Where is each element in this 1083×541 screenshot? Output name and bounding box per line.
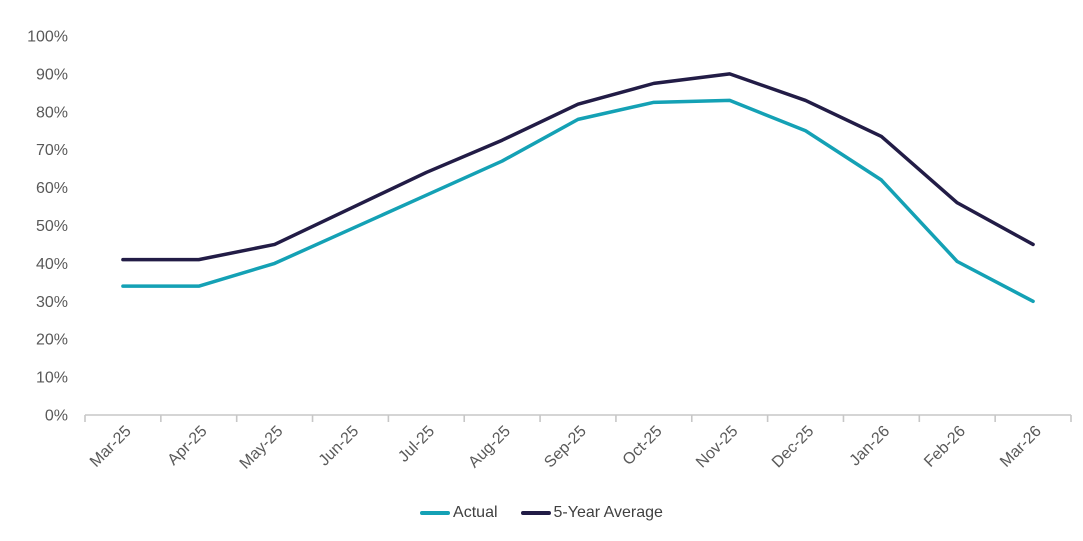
y-axis-label: 10% bbox=[36, 370, 68, 387]
x-axis-label: Mar-26 bbox=[997, 423, 1045, 471]
x-axis-label: Jan-26 bbox=[847, 423, 894, 470]
series-line-5-year-average bbox=[121, 72, 1035, 262]
y-axis-label: 80% bbox=[36, 104, 68, 121]
y-axis-label: 90% bbox=[36, 66, 68, 83]
x-axis-label: Feb-26 bbox=[921, 423, 969, 471]
y-axis-label: 70% bbox=[36, 142, 68, 159]
x-axis-label: Apr-25 bbox=[165, 423, 211, 469]
y-axis-label: 30% bbox=[36, 294, 68, 311]
chart-legend: Actual 5-Year Average bbox=[0, 505, 1083, 521]
x-axis-label: Jun-25 bbox=[316, 423, 363, 470]
legend-item-actual: Actual bbox=[420, 504, 498, 521]
legend-swatch-5-year-average bbox=[520, 511, 551, 515]
x-axis-label: Oct-25 bbox=[620, 423, 666, 469]
series-line-actual bbox=[121, 98, 1035, 304]
y-axis-label: 60% bbox=[36, 180, 68, 197]
y-axis-label: 20% bbox=[36, 332, 68, 349]
y-axis-label: 50% bbox=[36, 218, 68, 235]
legend-swatch-actual bbox=[420, 511, 451, 515]
x-axis-label: Nov-25 bbox=[693, 423, 742, 472]
legend-label-actual: Actual bbox=[453, 504, 498, 521]
x-axis-label: Aug-25 bbox=[465, 423, 514, 472]
x-axis-label: Sep-25 bbox=[541, 423, 590, 472]
y-axis-label: 100% bbox=[27, 29, 68, 46]
x-axis-label: May-25 bbox=[237, 423, 287, 473]
y-axis-label: 0% bbox=[45, 408, 68, 425]
x-axis-label: Dec-25 bbox=[769, 423, 818, 472]
y-axis-label: 40% bbox=[36, 256, 68, 273]
legend-label-5-year-average: 5-Year Average bbox=[553, 504, 663, 521]
x-axis-label: Mar-25 bbox=[87, 423, 135, 471]
legend-item-5-year-average: 5-Year Average bbox=[520, 504, 663, 521]
x-axis-label: Jul-25 bbox=[395, 423, 438, 466]
